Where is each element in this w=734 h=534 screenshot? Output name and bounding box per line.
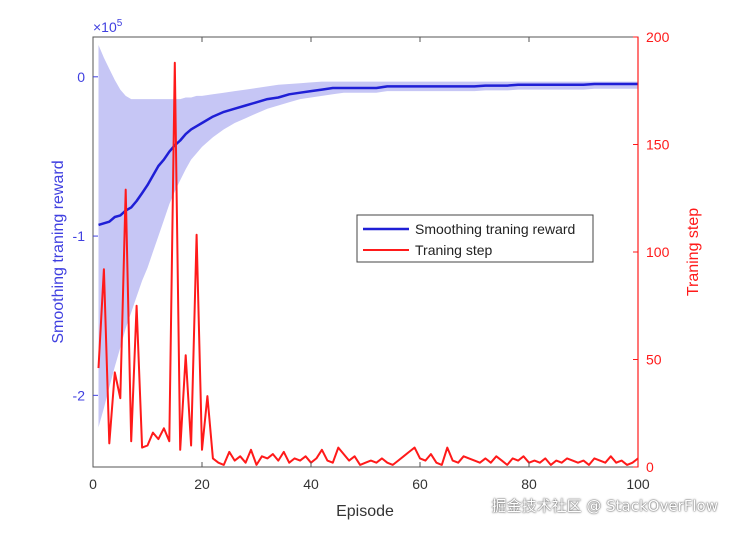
x-tick-label: 100 xyxy=(626,476,650,492)
legend-label-step: Traning step xyxy=(415,242,493,258)
x-tick-label: 20 xyxy=(194,476,210,492)
legend-label-reward: Smoothing traning reward xyxy=(415,221,575,237)
x-tick-label: 40 xyxy=(303,476,319,492)
legend-box xyxy=(356,214,594,263)
step-line-layer xyxy=(97,61,638,466)
right-y-axis-label: Traning step xyxy=(685,208,702,296)
right-tick-label: 50 xyxy=(646,352,662,368)
reward-confidence-band xyxy=(98,45,638,428)
left-tick-label: -2 xyxy=(73,387,86,403)
left-tick-label: 0 xyxy=(77,69,85,85)
series-line-smoothing-reward xyxy=(98,82,638,227)
x-tick-label: 80 xyxy=(521,476,537,492)
left-y-axis: 0 -1 -2 xyxy=(73,69,98,403)
right-tick-label: 0 xyxy=(646,459,654,475)
x-axis-label: Episode xyxy=(336,503,394,520)
right-tick-label: 200 xyxy=(646,29,670,45)
reward-confidence-band-layer xyxy=(98,45,638,428)
x-axis: 0 20 40 60 80 100 xyxy=(89,37,650,492)
x-tick-label: 0 xyxy=(89,476,97,492)
left-axis-multiplier: ×105 xyxy=(93,18,123,35)
watermark: 掘金技术社区 @ StackOverFlow xyxy=(491,497,718,515)
reward-line-layer xyxy=(98,82,638,227)
right-tick-label: 150 xyxy=(646,137,670,153)
series-line-traning-step xyxy=(97,61,638,466)
legend: Smoothing traning reward Traning step xyxy=(356,214,594,263)
right-y-axis: 0 50 100 150 200 xyxy=(633,29,670,475)
x-tick-label: 60 xyxy=(412,476,428,492)
right-tick-label: 100 xyxy=(646,244,670,260)
left-tick-label: -1 xyxy=(73,228,86,244)
left-y-axis-label: Smoothing traning reward xyxy=(50,160,67,343)
